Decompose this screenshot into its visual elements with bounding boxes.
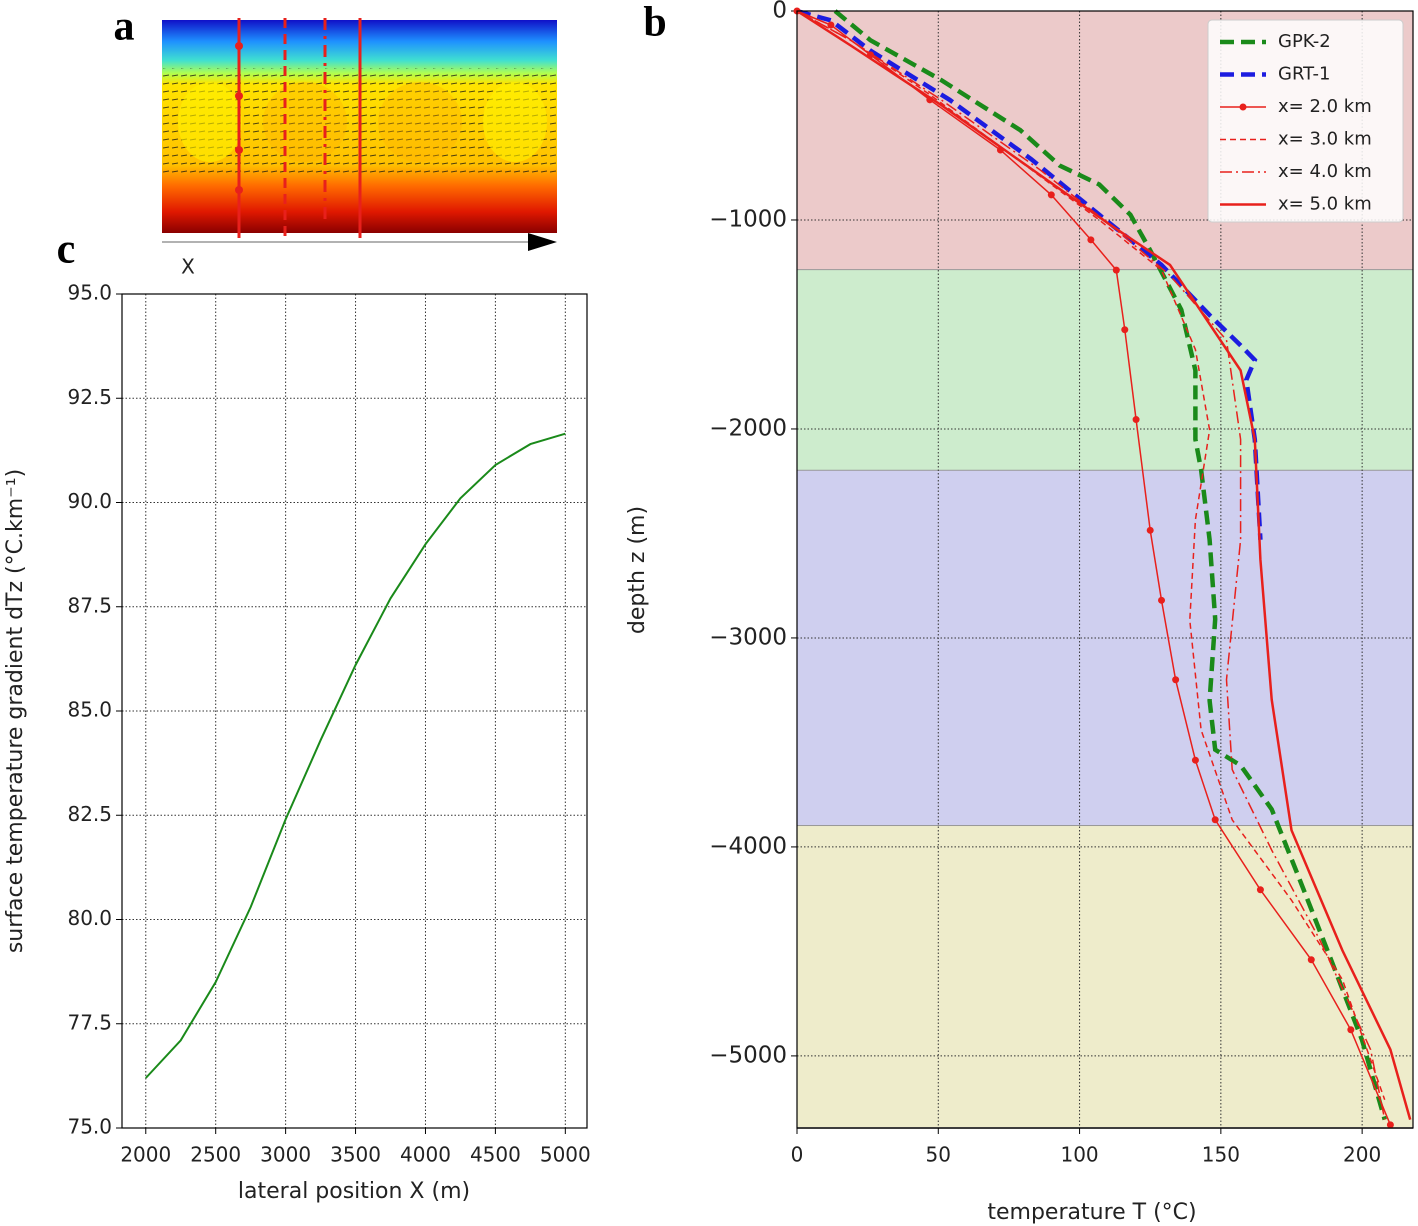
x-tick-label: 150 xyxy=(1202,1143,1240,1167)
point xyxy=(1211,816,1219,824)
profile-dot xyxy=(235,146,243,154)
legend-box xyxy=(1207,19,1404,223)
legend-label: x= 4.0 km xyxy=(1278,161,1372,182)
convection-cell xyxy=(378,82,462,162)
series-line xyxy=(796,10,1386,1101)
y-tick-label: 92.5 xyxy=(67,385,112,409)
series-line xyxy=(145,432,566,1079)
point xyxy=(1112,266,1120,274)
panel-label: a xyxy=(114,4,135,50)
series-line xyxy=(796,9,1412,1120)
x-tick-label: 4500 xyxy=(470,1143,521,1167)
y-tick-label: −5000 xyxy=(709,1042,787,1068)
point xyxy=(1047,191,1055,199)
point xyxy=(827,21,835,29)
point xyxy=(1172,676,1180,684)
profile-dot xyxy=(235,186,243,194)
legend-label: x= 2.0 km xyxy=(1278,96,1372,117)
x-tick-label: 2500 xyxy=(190,1143,241,1167)
convection-cell xyxy=(483,82,547,162)
point xyxy=(1132,416,1140,424)
panel-label: c xyxy=(57,227,76,273)
point xyxy=(1087,236,1095,244)
x-tick-label: 4000 xyxy=(400,1143,451,1167)
series-line xyxy=(796,10,1386,1120)
legend-label: x= 3.0 km xyxy=(1278,129,1372,150)
y-tick-label: 90.0 xyxy=(67,489,112,513)
point xyxy=(1121,326,1129,334)
x-tick-label: 3000 xyxy=(260,1143,311,1167)
axes-frame xyxy=(121,293,588,1129)
y-tick-label: 80.0 xyxy=(67,906,112,930)
point xyxy=(1146,526,1154,534)
y-tick-label: −1000 xyxy=(709,206,787,232)
profile-dot xyxy=(235,42,243,50)
x-axis-label: lateral position X (m) xyxy=(238,1179,470,1204)
x-tick-label: 100 xyxy=(1060,1143,1098,1167)
x-tick-label: 3500 xyxy=(330,1143,381,1167)
plot: 2000 2500 3000 3500 4000 4500 5000 75.0 77.5 80.0… xyxy=(3,281,591,1205)
point xyxy=(1191,756,1199,764)
convection-cell xyxy=(178,82,242,162)
panel-label: b xyxy=(643,0,666,46)
y-tick-label: 95.0 xyxy=(67,281,112,305)
y-axis-label: surface temperature gradient dTz (°C.km⁻… xyxy=(3,469,28,953)
y-tick-label: 87.5 xyxy=(67,593,112,617)
point xyxy=(1347,1026,1355,1034)
y-tick-label: 0 xyxy=(772,0,787,24)
legend-label: GRT-1 xyxy=(1278,64,1330,85)
y-tick-label: 75.0 xyxy=(67,1115,112,1139)
x-tick-label: 0 xyxy=(791,1143,804,1167)
y-tick-label: 85.0 xyxy=(67,698,112,722)
x-arrow-head xyxy=(528,233,557,251)
legend-label: x= 5.0 km xyxy=(1278,194,1372,215)
layer-band xyxy=(797,470,1413,827)
axes-frame xyxy=(796,10,1414,1129)
y-tick-label: −3000 xyxy=(709,624,787,650)
x-tick-label: 200 xyxy=(1343,1143,1381,1167)
x-axis-label: temperature T (°C) xyxy=(987,1200,1196,1225)
point xyxy=(1256,886,1264,894)
series-line xyxy=(833,9,1387,1121)
point xyxy=(1386,1121,1394,1129)
axis-label: X xyxy=(181,255,195,279)
profile-dot xyxy=(235,92,243,100)
y-axis-label: depth z (m) xyxy=(625,506,650,634)
legend-label: GPK-2 xyxy=(1278,31,1331,52)
layer-band xyxy=(797,270,1413,471)
y-tick-label: −2000 xyxy=(709,415,787,441)
x-tick-label: 50 xyxy=(926,1143,951,1167)
panel-a: X a xyxy=(114,4,557,279)
convection-cell xyxy=(263,82,347,162)
point xyxy=(1158,596,1166,604)
y-tick-label: −4000 xyxy=(709,833,787,859)
x-tick-label: 2000 xyxy=(120,1143,171,1167)
point xyxy=(1307,956,1315,964)
y-tick-label: 82.5 xyxy=(67,802,112,826)
y-tick-label: 77.5 xyxy=(67,1010,112,1034)
x-tick-label: 5000 xyxy=(540,1143,591,1167)
legend-marker xyxy=(1239,103,1247,111)
plot: 0 50 100 150 200 0 −1000 −2000 −3000 −4000 −5000 te… xyxy=(625,0,1414,1225)
series-line xyxy=(796,8,1263,540)
